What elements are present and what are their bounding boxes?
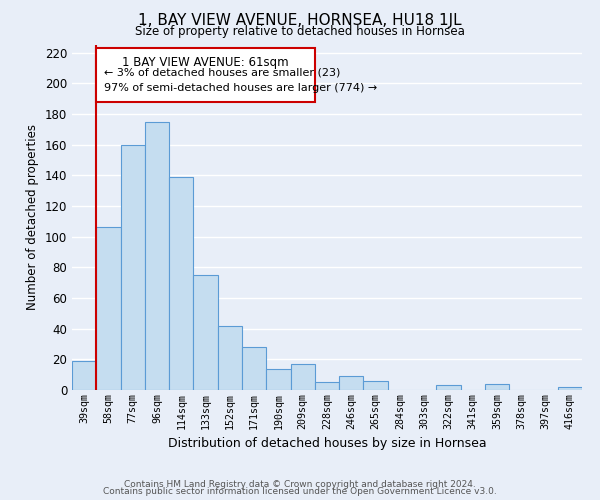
Bar <box>339 376 364 390</box>
Bar <box>266 368 290 390</box>
Bar <box>485 384 509 390</box>
Text: 1, BAY VIEW AVENUE, HORNSEA, HU18 1JL: 1, BAY VIEW AVENUE, HORNSEA, HU18 1JL <box>138 12 462 28</box>
Bar <box>121 144 145 390</box>
Bar <box>72 361 96 390</box>
Bar <box>145 122 169 390</box>
Bar <box>290 364 315 390</box>
Bar <box>96 228 121 390</box>
Text: Size of property relative to detached houses in Hornsea: Size of property relative to detached ho… <box>135 25 465 38</box>
Text: 1 BAY VIEW AVENUE: 61sqm: 1 BAY VIEW AVENUE: 61sqm <box>122 56 289 68</box>
Text: 97% of semi-detached houses are larger (774) →: 97% of semi-detached houses are larger (… <box>104 84 377 94</box>
Text: ← 3% of detached houses are smaller (23): ← 3% of detached houses are smaller (23) <box>104 67 340 77</box>
Bar <box>436 386 461 390</box>
Bar <box>242 347 266 390</box>
FancyBboxPatch shape <box>96 48 315 102</box>
Text: Contains HM Land Registry data © Crown copyright and database right 2024.: Contains HM Land Registry data © Crown c… <box>124 480 476 489</box>
Bar <box>558 387 582 390</box>
Bar <box>169 177 193 390</box>
Text: Contains public sector information licensed under the Open Government Licence v3: Contains public sector information licen… <box>103 487 497 496</box>
Bar <box>315 382 339 390</box>
X-axis label: Distribution of detached houses by size in Hornsea: Distribution of detached houses by size … <box>167 437 487 450</box>
Bar <box>364 381 388 390</box>
Y-axis label: Number of detached properties: Number of detached properties <box>26 124 39 310</box>
Bar <box>218 326 242 390</box>
Bar <box>193 275 218 390</box>
